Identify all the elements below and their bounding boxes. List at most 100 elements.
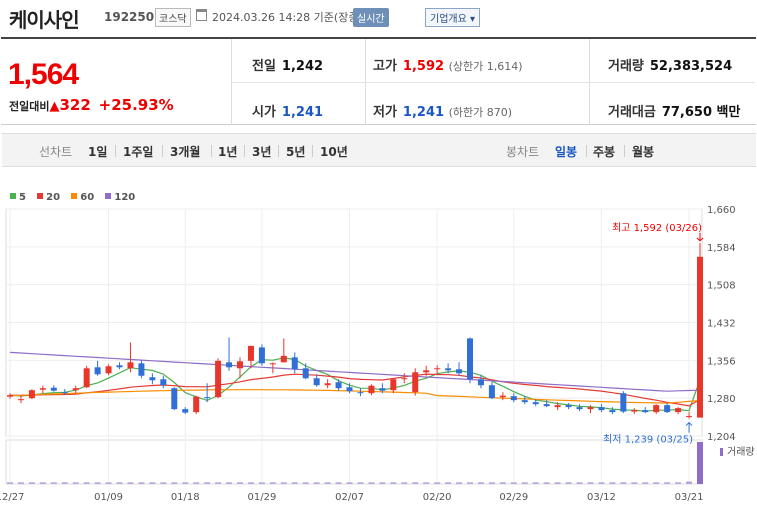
volume-legend-swatch: [720, 448, 723, 456]
y-tick-label: 1,204: [707, 432, 736, 443]
tab-1w[interactable]: 1주일: [123, 145, 154, 159]
calendar-icon: [196, 9, 207, 21]
period-bar: 선차트 1일 1주일 3개월 1년 3년 5년 10년 봉차트 일봉 주봉 월봉: [2, 133, 756, 167]
volume-bar: [510, 482, 517, 484]
candle-chart-label: 봉차트: [506, 145, 540, 159]
volume-bar: [160, 482, 167, 484]
tab-10y[interactable]: 10년: [320, 145, 348, 159]
tab-3y[interactable]: 3년: [252, 145, 272, 159]
candle-body: [83, 368, 90, 388]
candle-body: [28, 390, 35, 399]
tab-3m[interactable]: 3개월: [170, 145, 201, 159]
candle-body: [697, 256, 703, 418]
candle-body: [346, 387, 353, 392]
candle-body: [675, 408, 682, 413]
volume-bar: [335, 482, 342, 484]
volume-bar: [280, 482, 287, 484]
volume-bar: [291, 482, 298, 484]
price-panel: 1,564 전일대비▲322 +25.93% 전일 1,242 고가 1,592 (…: [1, 37, 756, 125]
ma-line-5: [9, 357, 701, 412]
volume-bar: [675, 482, 682, 484]
candle-body: [609, 410, 616, 413]
volume-bar: [620, 482, 627, 484]
volume-bar: [247, 482, 254, 484]
candle-body: [215, 360, 222, 398]
candle-body: [664, 405, 671, 413]
tab-weekly[interactable]: 주봉: [593, 145, 616, 159]
line-chart-label: 선차트: [39, 145, 73, 159]
volume-bar: [576, 482, 583, 484]
candle-body: [335, 382, 342, 389]
volume-frame: [5, 439, 703, 485]
volume-bar: [686, 481, 693, 484]
volume-bar: [521, 482, 528, 484]
change-value: 322: [59, 96, 91, 114]
tab-monthly[interactable]: 월봉: [632, 145, 655, 159]
volume-bar: [587, 482, 594, 484]
company-overview-dropdown[interactable]: 기업개요 ▾: [425, 8, 480, 27]
candle-body: [72, 388, 79, 391]
candle-body: [204, 397, 211, 399]
ma-line-20: [9, 373, 701, 407]
change-row: 전일대비▲322 +25.93%: [9, 96, 174, 114]
volume-bar: [105, 482, 112, 484]
tab-1y[interactable]: 1년: [218, 145, 238, 159]
candle-body: [543, 404, 550, 407]
candle-body: [182, 409, 189, 413]
legend-ma5: 5: [10, 192, 26, 203]
volume-bar: [543, 482, 550, 484]
volume-bar: [50, 482, 57, 484]
volume-bar: [324, 482, 331, 484]
candle-body: [313, 378, 320, 386]
volume-bar: [149, 482, 156, 484]
candle-body: [368, 385, 375, 394]
candle-body: [94, 367, 101, 375]
candle-body: [105, 366, 112, 374]
volume-bar: [434, 482, 441, 484]
volume-bar: [171, 482, 178, 484]
candle-body: [237, 361, 243, 369]
legend-ma60: 60: [71, 192, 94, 203]
volume-bar: [138, 482, 145, 484]
volume-bar: [631, 482, 638, 484]
current-price: 1,564: [8, 58, 79, 91]
high-price: 고가 1,592 (상한가 1,614): [373, 59, 523, 74]
candle-body: [247, 345, 254, 361]
volume-bar: [258, 482, 265, 484]
legend-ma20: 20: [37, 192, 60, 203]
volume-bar: [83, 482, 90, 484]
volume-bar: [61, 482, 68, 484]
max-annotation: 최고 1,592 (03/26): [612, 222, 702, 234]
candle-body: [7, 395, 13, 397]
candle-body: [423, 370, 430, 373]
volume-bar: [499, 482, 506, 484]
candle-body: [160, 379, 167, 386]
candle-body: [116, 365, 123, 368]
volume-bar: [127, 482, 134, 484]
realtime-button[interactable]: 실시간: [353, 8, 389, 27]
volume-bar: [368, 482, 375, 484]
tab-daily[interactable]: 일봉: [555, 145, 578, 159]
low-price: 저가 1,241 (하한가 870): [373, 105, 513, 120]
divider: [232, 82, 755, 83]
x-tick-label: 02/29: [499, 492, 528, 503]
candle-body: [39, 388, 46, 390]
volume-bar: [653, 482, 660, 484]
x-tick-label: 03/21: [675, 492, 704, 503]
volume-bar: [532, 482, 539, 484]
candle-body: [499, 395, 506, 398]
volume-bar: [226, 482, 233, 484]
volume-bar: [357, 482, 364, 484]
market-badge: 코스닥: [155, 8, 191, 27]
tab-5y[interactable]: 5년: [286, 145, 306, 159]
stock-header: 케이사인 192250 코스닥 2024.03.26 14:28 기준(장중) …: [0, 0, 757, 36]
tab-1d[interactable]: 1일: [88, 145, 108, 159]
min-annotation: 최저 1,239 (03/25): [603, 434, 693, 446]
volume-bar: [609, 482, 616, 484]
stock-name: 케이사인: [9, 8, 80, 32]
candle-body: [488, 385, 495, 399]
candle-body: [631, 410, 638, 412]
open-price: 시가 1,241: [252, 105, 324, 120]
min-arrow-icon: [685, 421, 693, 433]
